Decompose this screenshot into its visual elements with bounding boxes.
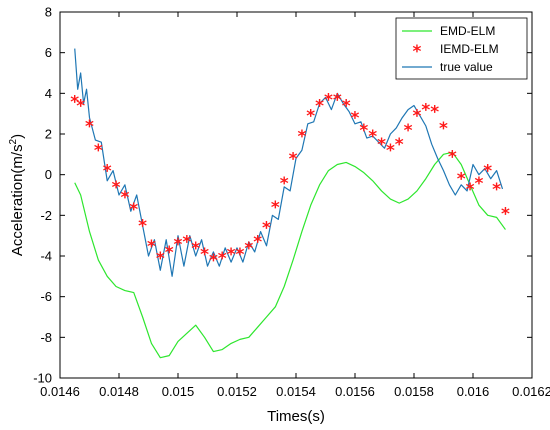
series-marker-iemd-elm: * bbox=[404, 121, 413, 141]
series-marker-iemd-elm: * bbox=[395, 135, 404, 155]
y-tick-label: -4 bbox=[40, 249, 52, 264]
series-marker-iemd-elm: * bbox=[253, 233, 262, 253]
y-tick-label: 2 bbox=[45, 127, 52, 142]
series-marker-iemd-elm: * bbox=[218, 249, 227, 269]
series-true-value bbox=[74, 48, 504, 277]
y-axis-ticks: -10 -8 -6 -4 -2 0 2 4 6 8 bbox=[33, 5, 532, 386]
series-marker-iemd-elm: * bbox=[289, 149, 298, 169]
series-marker-iemd-elm: * bbox=[492, 180, 501, 200]
series-marker-iemd-elm: * bbox=[474, 174, 483, 194]
series-marker-iemd-elm: * bbox=[103, 162, 112, 182]
y-tick-label: 4 bbox=[45, 86, 52, 101]
series-marker-iemd-elm: * bbox=[439, 119, 448, 139]
y-axis-title-main: Acceleration(m/s bbox=[9, 144, 26, 256]
series-marker-iemd-elm: * bbox=[244, 239, 253, 259]
series-marker-iemd-elm: * bbox=[359, 121, 368, 141]
series-marker-iemd-elm: * bbox=[297, 127, 306, 147]
series-marker-iemd-elm: * bbox=[112, 178, 121, 198]
y-axis-title: Acceleration(m/s2) bbox=[8, 134, 26, 256]
series-marker-iemd-elm: * bbox=[413, 107, 422, 127]
series-marker-iemd-elm: * bbox=[342, 97, 351, 117]
x-tick-label: 0.0162 bbox=[512, 384, 550, 399]
series-marker-iemd-elm: * bbox=[85, 117, 94, 137]
series-marker-iemd-elm: * bbox=[377, 135, 386, 155]
legend-box bbox=[395, 17, 528, 80]
series-marker-iemd-elm: * bbox=[129, 200, 138, 220]
series-marker-iemd-elm: * bbox=[315, 97, 324, 117]
series-marker-iemd-elm: * bbox=[271, 198, 280, 218]
series-marker-iemd-elm: * bbox=[200, 245, 209, 265]
x-tick-label: 0.0152 bbox=[217, 384, 257, 399]
series-marker-iemd-elm: * bbox=[324, 90, 333, 110]
legend: * EMD-ELM IEMD-ELM true value bbox=[395, 17, 528, 80]
series-layer: *********** * * * * * * * * * * ******** * * *** * * * ***… bbox=[70, 48, 510, 359]
series-marker-iemd-elm: * bbox=[174, 235, 183, 255]
series-marker-iemd-elm: * bbox=[466, 180, 475, 200]
legend-swatch-iemd-elm: * bbox=[413, 42, 422, 62]
series-marker-iemd-elm: * bbox=[156, 249, 165, 269]
x-tick-label: 0.015 bbox=[162, 384, 195, 399]
legend-label-emd-elm: EMD-ELM bbox=[440, 24, 495, 38]
x-tick-label: 0.0146 bbox=[40, 384, 80, 399]
x-axis-title: Times(s) bbox=[267, 408, 325, 425]
x-axis-ticks: 0.0146 0.0148 0.015 0.0152 0.0154 0.0156 0.015… bbox=[40, 12, 550, 399]
series-marker-iemd-elm: * bbox=[165, 243, 174, 263]
series-marker-iemd-elm: * bbox=[368, 127, 377, 147]
y-axis-title-close: ) bbox=[9, 134, 26, 139]
series-marker-iemd-elm: * bbox=[262, 219, 271, 239]
y-tick-label: -8 bbox=[40, 330, 52, 345]
series-marker-iemd-elm: * bbox=[421, 101, 430, 121]
y-tick-label: -6 bbox=[40, 289, 52, 304]
series-marker-iemd-elm: * bbox=[209, 251, 218, 271]
series-marker-iemd-elm: * bbox=[457, 170, 466, 190]
series-marker-iemd-elm: * bbox=[306, 107, 315, 127]
x-tick-label: 0.0148 bbox=[99, 384, 139, 399]
series-marker-iemd-elm: * bbox=[430, 103, 439, 123]
y-tick-label: -2 bbox=[40, 208, 52, 223]
series-marker-iemd-elm: * bbox=[191, 239, 200, 259]
series-marker-iemd-elm: * bbox=[138, 216, 147, 236]
series-marker-iemd-elm: * bbox=[280, 174, 289, 194]
series-marker-iemd-elm: * bbox=[227, 245, 236, 265]
y-axis-title-sup: 2 bbox=[8, 138, 19, 144]
series-iemd-elm: *********** * * * * * * * * * * ******** * * *** * * * ***… bbox=[70, 90, 510, 271]
series-marker-iemd-elm: * bbox=[94, 141, 103, 161]
x-tick-label: 0.0156 bbox=[335, 384, 375, 399]
series-marker-iemd-elm: * bbox=[76, 97, 85, 117]
series-marker-iemd-elm: * bbox=[147, 237, 156, 257]
x-tick-label: 0.0158 bbox=[394, 384, 434, 399]
y-tick-label: 0 bbox=[45, 167, 52, 182]
series-marker-iemd-elm: * bbox=[501, 204, 510, 224]
series-marker-iemd-elm: * bbox=[70, 92, 79, 112]
series-marker-iemd-elm: * bbox=[386, 141, 395, 161]
series-emd-elm bbox=[74, 151, 506, 359]
series-marker-iemd-elm: * bbox=[182, 233, 191, 253]
x-tick-label: 0.016 bbox=[457, 384, 490, 399]
y-tick-label: 6 bbox=[45, 45, 52, 60]
legend-label-iemd-elm: IEMD-ELM bbox=[440, 42, 499, 56]
y-tick-label: 8 bbox=[45, 5, 52, 20]
series-line-emd-elm bbox=[74, 151, 506, 359]
y-tick-label: -10 bbox=[33, 371, 52, 386]
series-marker-iemd-elm: * bbox=[351, 109, 360, 129]
legend-label-true-value: true value bbox=[440, 60, 493, 74]
series-marker-iemd-elm: * bbox=[448, 147, 457, 167]
series-marker-iemd-elm: * bbox=[236, 245, 245, 265]
series-marker-iemd-elm: * bbox=[120, 188, 129, 208]
series-line-true-value bbox=[74, 48, 504, 277]
series-marker-iemd-elm: * bbox=[483, 162, 492, 182]
x-tick-label: 0.0154 bbox=[276, 384, 316, 399]
series-marker-iemd-elm: * bbox=[333, 90, 342, 110]
